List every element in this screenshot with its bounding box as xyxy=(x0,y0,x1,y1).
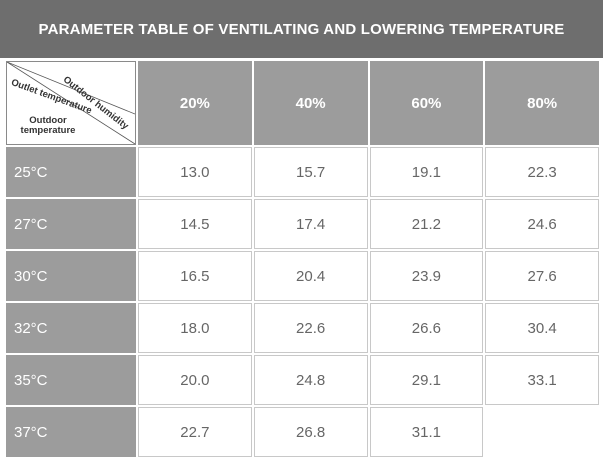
outdoor-temperature-label: Outdoor temperature xyxy=(20,115,76,136)
table-cell: 24.8 xyxy=(253,355,368,405)
header-row: Outdoor humidity Outlet temperature Outd… xyxy=(6,61,599,145)
table-row: 27°C 14.5 17.4 21.2 24.6 xyxy=(6,199,599,249)
table-cell: 17.4 xyxy=(253,199,368,249)
corner-header: Outdoor humidity Outlet temperature Outd… xyxy=(6,61,136,145)
table-cell: 23.9 xyxy=(369,251,484,301)
table-cell: 24.6 xyxy=(485,199,599,249)
row-header: 32°C xyxy=(6,303,136,353)
table-cell: 33.1 xyxy=(485,355,599,405)
table-cell: 27.6 xyxy=(485,251,599,301)
table-cell: 19.1 xyxy=(369,147,484,197)
empty-cell xyxy=(485,407,599,457)
table-cell: 20.0 xyxy=(138,355,252,405)
row-header: 35°C xyxy=(6,355,136,405)
corner-diagonal-lines xyxy=(7,62,135,144)
table-row: 37°C 22.7 26.8 31.1 xyxy=(6,407,599,457)
table-cell: 30.4 xyxy=(485,303,599,353)
table-cell: 26.6 xyxy=(369,303,484,353)
column-header: 60% xyxy=(369,61,484,145)
table-title: PARAMETER TABLE OF VENTILATING AND LOWER… xyxy=(0,0,603,58)
row-header: 37°C xyxy=(6,407,136,457)
table-cell: 18.0 xyxy=(138,303,252,353)
table-cell: 15.7 xyxy=(253,147,368,197)
table-cell: 16.5 xyxy=(138,251,252,301)
table-row: 25°C 13.0 15.7 19.1 22.3 xyxy=(6,147,599,197)
column-header: 40% xyxy=(253,61,368,145)
table-cell: 22.6 xyxy=(253,303,368,353)
table-row: 35°C 20.0 24.8 29.1 33.1 xyxy=(6,355,599,405)
table-cell: 22.3 xyxy=(485,147,599,197)
row-header: 30°C xyxy=(6,251,136,301)
table-cell: 29.1 xyxy=(369,355,484,405)
row-header: 27°C xyxy=(6,199,136,249)
column-header: 20% xyxy=(138,61,252,145)
table-cell: 13.0 xyxy=(138,147,252,197)
table-cell: 31.1 xyxy=(369,407,484,457)
table-cell: 22.7 xyxy=(138,407,252,457)
table-row: 30°C 16.5 20.4 23.9 27.6 xyxy=(6,251,599,301)
table-cell: 26.8 xyxy=(253,407,368,457)
table-cell: 20.4 xyxy=(253,251,368,301)
parameter-table: Outdoor humidity Outlet temperature Outd… xyxy=(4,59,601,459)
column-header: 80% xyxy=(485,61,599,145)
table-cell: 21.2 xyxy=(369,199,484,249)
table-cell: 14.5 xyxy=(138,199,252,249)
table-row: 32°C 18.0 22.6 26.6 30.4 xyxy=(6,303,599,353)
row-header: 25°C xyxy=(6,147,136,197)
